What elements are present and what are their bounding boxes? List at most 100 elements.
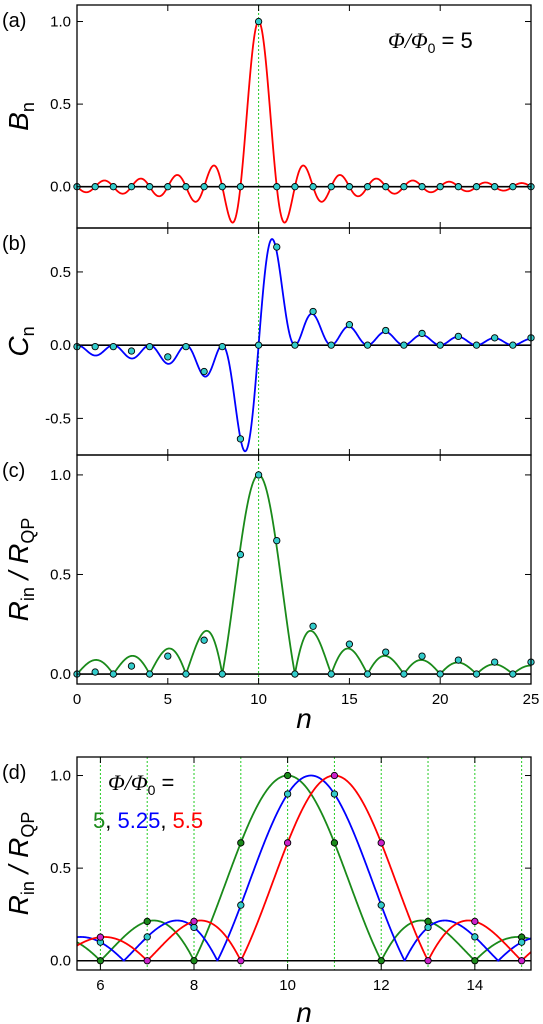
data-point [382, 648, 390, 656]
flux-annotation: Φ/Φ0 = [108, 770, 174, 798]
data-point [509, 670, 517, 678]
data-point [254, 17, 263, 26]
panel-c: 0 5 10 15 20 25 0.0 0.5 1.0 (c) Rin / RQP n [2, 454, 540, 734]
data-point [454, 183, 463, 191]
data-point [190, 923, 198, 932]
data-point [96, 933, 105, 941]
data-point [109, 342, 117, 351]
x-tick-label: 14 [466, 977, 483, 994]
data-point [190, 957, 198, 965]
y-tick-label: 0.0 [50, 953, 71, 970]
series-line [77, 474, 531, 677]
panel-label: (b) [2, 233, 26, 255]
y-tick-label: 1.0 [50, 768, 71, 785]
y-tick-label: 0.0 [50, 179, 71, 196]
data-point [236, 435, 245, 443]
data-point [127, 347, 136, 355]
x-axis-label: n [296, 997, 312, 1024]
y-tick-label: 0.0 [50, 337, 71, 354]
y-tick-label: 1.0 [50, 467, 71, 484]
data-point [436, 670, 444, 678]
data-point [182, 183, 190, 191]
panel-b: -0.5 0.0 0.5 (b) Cn [2, 227, 535, 456]
data-point [363, 341, 372, 349]
flux-legend: 5, 5.25, 5.5 [93, 808, 203, 833]
data-point [218, 342, 226, 351]
data-point [236, 183, 245, 191]
x-tick-label: 10 [250, 691, 267, 708]
plot-frame [76, 227, 532, 456]
data-point [418, 329, 426, 338]
y-axis-label: Rin / RQP [3, 812, 38, 916]
data-point [363, 670, 372, 678]
panel-d: 6 8 10 12 14 0.0 0.5 1.0 (d) Rin / RQP n Φ/Φ0 = 5, 5… [2, 756, 532, 1024]
data-point [424, 923, 432, 932]
data-point [327, 341, 335, 349]
data-point [283, 790, 292, 798]
panel-label: (a) [2, 10, 26, 32]
data-point [517, 957, 526, 965]
x-tick-label: 20 [432, 691, 449, 708]
data-point [291, 670, 299, 678]
data-point [471, 933, 479, 941]
data-point [309, 183, 317, 191]
data-point [472, 183, 481, 191]
x-tick-label: 0 [73, 691, 81, 708]
data-point [218, 183, 226, 191]
y-tick-label: 0.5 [50, 860, 71, 877]
data-point [377, 957, 385, 965]
data-point [109, 670, 117, 678]
x-tick-label: 10 [279, 977, 296, 994]
y-tick-label: 0.5 [50, 566, 71, 583]
data-point [236, 550, 245, 559]
data-point [291, 183, 299, 191]
data-point [491, 658, 499, 666]
data-point [424, 917, 432, 926]
data-point [237, 957, 245, 965]
data-point [454, 656, 463, 664]
data-point [91, 668, 99, 676]
data-point [237, 901, 245, 909]
series-line [77, 774, 531, 962]
y-tick-label: 0.5 [50, 96, 71, 113]
data-point [454, 332, 463, 341]
data-point [327, 183, 335, 191]
data-point [330, 790, 339, 798]
x-tick-label: 25 [523, 691, 540, 708]
data-point [436, 341, 444, 349]
data-point [218, 670, 226, 678]
series-line [77, 774, 531, 963]
data-point [472, 670, 481, 678]
data-point [273, 536, 281, 545]
data-point [377, 901, 385, 909]
flux-annotation: Φ/Φ0 = 5 [388, 28, 473, 56]
data-point [143, 933, 151, 941]
data-point [400, 670, 408, 678]
data-point [424, 957, 432, 965]
data-point [517, 938, 526, 946]
data-point [164, 353, 172, 361]
data-point [471, 917, 479, 926]
data-point [273, 183, 281, 191]
data-point [291, 341, 299, 349]
y-tick-label: 1.0 [50, 14, 71, 31]
data-point [345, 321, 354, 329]
series-line [77, 774, 531, 963]
data-point [145, 670, 154, 678]
series-line [77, 20, 531, 224]
data-point [143, 917, 151, 926]
x-tick-label: 12 [373, 977, 390, 994]
data-point [330, 839, 339, 847]
data-point [382, 183, 390, 191]
data-point [182, 670, 190, 678]
data-point [200, 367, 208, 376]
data-point [127, 662, 136, 670]
data-point [418, 652, 426, 660]
data-point [182, 342, 190, 351]
data-point [471, 957, 479, 965]
x-tick-label: 8 [190, 977, 198, 994]
data-point [200, 183, 208, 191]
data-point [382, 326, 390, 335]
panel-label: (c) [2, 460, 25, 482]
